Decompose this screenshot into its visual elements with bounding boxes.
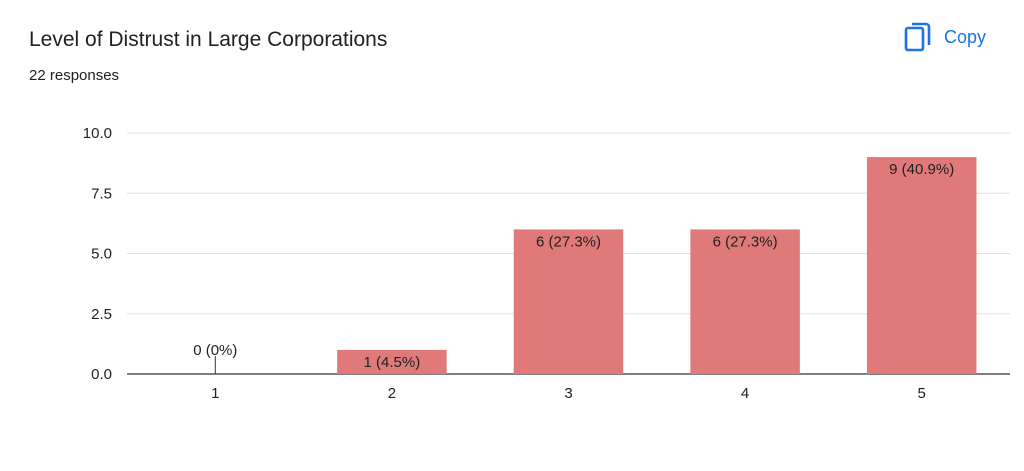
x-tick-label: 5	[918, 385, 926, 402]
x-tick-label: 4	[741, 385, 749, 402]
y-tick-label: 7.5	[91, 185, 112, 202]
bar-data-label: 6 (27.3%)	[713, 233, 778, 250]
copy-label: Copy	[944, 26, 987, 47]
bars	[214, 157, 977, 374]
bar-data-label: 6 (27.3%)	[536, 233, 601, 250]
bar	[866, 157, 977, 374]
response-count: 22 responses	[29, 67, 120, 84]
bar	[513, 229, 624, 374]
y-tick-label: 10.0	[83, 125, 112, 142]
y-tick-label: 0.0	[91, 366, 112, 383]
chart-title: Level of Distrust in Large Corporations	[29, 28, 388, 51]
x-tick-label: 2	[388, 385, 396, 402]
bar	[337, 349, 447, 374]
y-axis-ticks: 0.0 2.5 5.0 7.5 10.0	[83, 125, 112, 383]
x-tick-label: 3	[564, 385, 572, 402]
copy-icon	[904, 22, 931, 52]
bar	[690, 229, 800, 374]
copy-button[interactable]: Copy	[898, 20, 992, 54]
bar-data-label: 1 (4.5%)	[364, 354, 421, 371]
data-labels: 0 (0%) 1 (4.5%) 6 (27.3%) 6 (27.3%) 9 (40.9%…	[193, 161, 954, 371]
bar-data-label: 9 (40.9%)	[889, 161, 954, 178]
x-axis-ticks: 1 2 3 4 5	[211, 385, 926, 402]
bar-data-label: 0 (0%)	[193, 342, 237, 359]
y-tick-label: 5.0	[91, 246, 112, 263]
x-tick-label: 1	[211, 385, 219, 402]
y-tick-label: 2.5	[91, 306, 112, 323]
